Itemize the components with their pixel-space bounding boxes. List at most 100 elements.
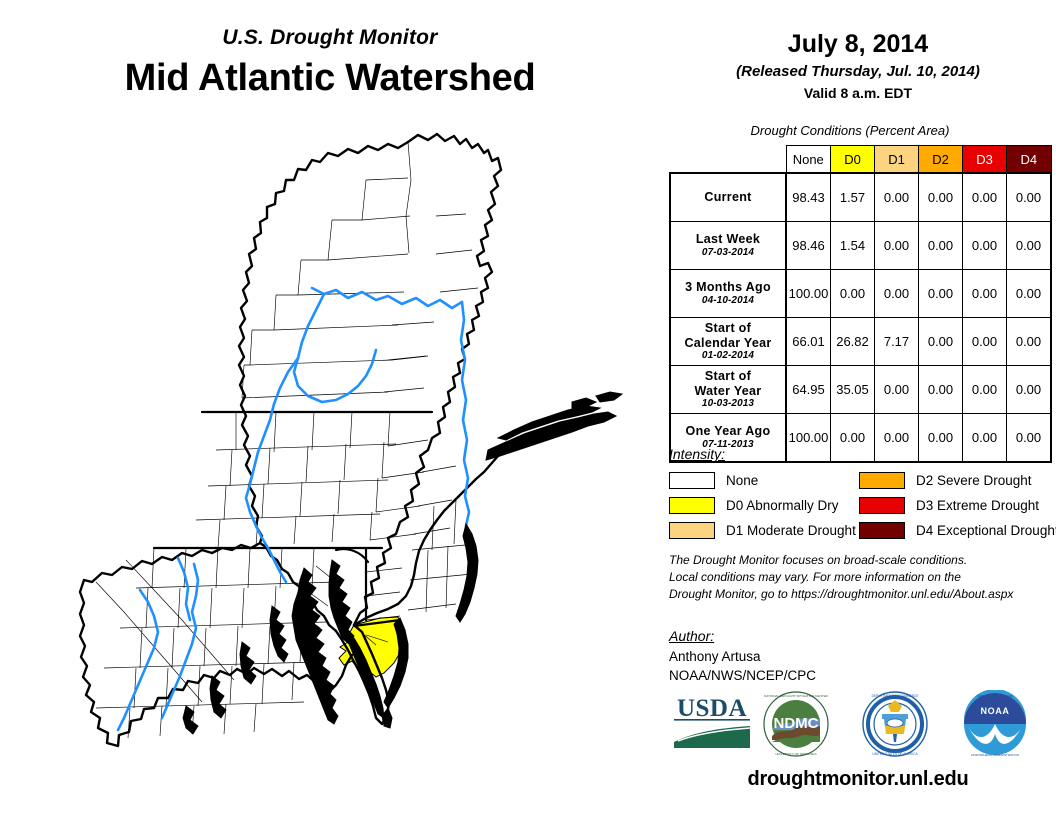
swatch-d4 bbox=[859, 522, 905, 539]
ndmc-ring-bottom-text: UNIVERSITY OF NEBRASKA bbox=[775, 752, 817, 756]
swatch-d3 bbox=[859, 497, 905, 514]
cell-d1: 0.00 bbox=[874, 413, 919, 463]
author-heading: Author: bbox=[669, 628, 715, 644]
cell-d1: 0.00 bbox=[874, 172, 919, 222]
table-row: Start of Calendar Year 01-02-2014 66.01 … bbox=[669, 317, 1052, 366]
row-label-current: Current bbox=[669, 172, 787, 222]
usda-logo: USDA bbox=[668, 690, 756, 752]
page-title: Mid Atlantic Watershed bbox=[124, 57, 536, 100]
intensity-legend: Intensity: None D0 Abnormally Dry D1 Mod… bbox=[669, 446, 1056, 546]
table-row: Current 98.43 1.57 0.00 0.00 0.00 0.00 bbox=[669, 172, 1052, 222]
table-body: Current 98.43 1.57 0.00 0.00 0.00 0.00 L… bbox=[669, 172, 1052, 463]
legend-item-d0: D0 Abnormally Dry bbox=[669, 493, 856, 518]
legend-item-d4: D4 Exceptional Drought bbox=[859, 518, 1056, 543]
released-date: (Released Thursday, Jul. 10, 2014) bbox=[736, 62, 980, 80]
cell-d0: 35.05 bbox=[830, 365, 875, 414]
legend-grid: None D0 Abnormally Dry D1 Moderate Droug… bbox=[669, 468, 1056, 546]
atlantic-coastline bbox=[381, 391, 624, 729]
commerce-ring-bottom-text: UNITED STATES OF AMERICA bbox=[872, 752, 918, 756]
cell-d3: 0.00 bbox=[962, 172, 1007, 222]
cell-d1: 0.00 bbox=[874, 269, 919, 318]
table-row: Start of Water Year 10-03-2013 64.95 35.… bbox=[669, 365, 1052, 414]
table-caption: Drought Conditions (Percent Area) bbox=[750, 123, 950, 138]
cell-d2: 0.00 bbox=[918, 172, 963, 222]
table-header-row: None D0 D1 D2 D3 D4 bbox=[670, 145, 1052, 174]
col-header-d0: D0 bbox=[830, 145, 875, 174]
row-title: Last Week bbox=[695, 232, 761, 247]
cell-d2: 0.00 bbox=[918, 221, 963, 270]
commerce-logo-icon: DEPARTMENT OF COMMERCE UNITED STATES OF … bbox=[862, 691, 928, 757]
valid-date: July 8, 2014 bbox=[787, 30, 929, 58]
drought-conditions-table: None D0 D1 D2 D3 D4 Current 98.43 1.57 0… bbox=[669, 145, 1052, 463]
cell-d2: 0.00 bbox=[918, 317, 963, 366]
rivers bbox=[116, 286, 471, 732]
disclaimer-text: The Drought Monitor focuses on broad-sca… bbox=[669, 552, 1051, 603]
row-label-start-of-calendar-year: Start of Calendar Year 01-02-2014 bbox=[669, 317, 787, 366]
legend-label: None bbox=[726, 473, 759, 488]
row-date: 01-02-2014 bbox=[701, 350, 755, 362]
col-header-none: None bbox=[785, 145, 831, 174]
site-url[interactable]: droughtmonitor.unl.edu bbox=[747, 768, 969, 790]
cell-d4: 0.00 bbox=[1006, 413, 1052, 463]
cell-d0: 0.00 bbox=[830, 413, 875, 463]
cell-none: 100.00 bbox=[785, 413, 831, 463]
cell-d1: 0.00 bbox=[874, 221, 919, 270]
usda-logo-icon: USDA bbox=[673, 695, 751, 748]
disclaimer-line-3: Drought Monitor, go to https://droughtmo… bbox=[669, 587, 1014, 602]
header-spacer bbox=[670, 146, 786, 174]
legend-label: D1 Moderate Drought bbox=[726, 523, 856, 538]
cell-d4: 0.00 bbox=[1006, 317, 1052, 366]
legend-item-none: None bbox=[669, 468, 856, 493]
row-label-one-year-ago: One Year Ago 07-11-2013 bbox=[669, 413, 787, 463]
swatch-d0 bbox=[669, 497, 715, 514]
cell-d3: 0.00 bbox=[962, 365, 1007, 414]
row-title: Start of Calendar Year bbox=[684, 320, 772, 350]
legend-item-d1: D1 Moderate Drought bbox=[669, 518, 856, 543]
legend-label: D3 Extreme Drought bbox=[916, 498, 1040, 513]
cell-d1: 0.00 bbox=[874, 365, 919, 414]
row-title: Start of Water Year bbox=[694, 368, 762, 398]
cell-d3: 0.00 bbox=[962, 269, 1007, 318]
drought-monitor-supertitle: U.S. Drought Monitor bbox=[222, 26, 438, 49]
cell-d4: 0.00 bbox=[1006, 365, 1052, 414]
valid-time: Valid 8 a.m. EDT bbox=[803, 84, 913, 101]
cell-d3: 0.00 bbox=[962, 413, 1007, 463]
table-row: Last Week 07-03-2014 98.46 1.54 0.00 0.0… bbox=[669, 221, 1052, 270]
author-name: Anthony Artusa bbox=[669, 649, 761, 664]
noaa-ring-bottom-text: ATMOSPHERIC ADMINISTRATION bbox=[971, 753, 1019, 757]
row-date: 04-10-2014 bbox=[701, 294, 755, 306]
cell-d4: 0.00 bbox=[1006, 221, 1052, 270]
author-affiliation: NOAA/NWS/NCEP/CPC bbox=[669, 667, 817, 683]
cell-d3: 0.00 bbox=[962, 221, 1007, 270]
col-header-d2: D2 bbox=[918, 145, 963, 174]
legend-label: D0 Abnormally Dry bbox=[726, 498, 839, 513]
cell-d0: 1.54 bbox=[830, 221, 875, 270]
table-row: 3 Months Ago 04-10-2014 100.00 0.00 0.00… bbox=[669, 269, 1052, 318]
drought-map[interactable] bbox=[36, 120, 656, 760]
noaa-logo-icon: NOAA NATIONAL OCEANIC AND ATMOSPHERIC AD… bbox=[964, 689, 1026, 757]
cell-none: 100.00 bbox=[785, 269, 831, 318]
swatch-d1 bbox=[669, 522, 715, 539]
row-label-3-months-ago: 3 Months Ago 04-10-2014 bbox=[669, 269, 787, 318]
row-label-last-week: Last Week 07-03-2014 bbox=[669, 221, 787, 270]
watershed-map-svg[interactable] bbox=[36, 120, 656, 760]
cell-none: 66.01 bbox=[785, 317, 831, 366]
cell-d4: 0.00 bbox=[1006, 172, 1052, 222]
commerce-ring-top-text: DEPARTMENT OF COMMERCE bbox=[872, 694, 919, 698]
svg-text:NOAA: NOAA bbox=[981, 706, 1010, 716]
cell-d2: 0.00 bbox=[918, 269, 963, 318]
swatch-none bbox=[669, 472, 715, 489]
ndmc-logo-icon: NDMC NATIONAL DROUGHT MITIGATION CENTER … bbox=[763, 691, 829, 757]
row-title: 3 Months Ago bbox=[685, 280, 771, 295]
svg-text:USDA: USDA bbox=[677, 695, 747, 722]
cell-none: 98.43 bbox=[785, 172, 831, 222]
col-header-d3: D3 bbox=[962, 145, 1007, 174]
legend-column-left: None D0 Abnormally Dry D1 Moderate Droug… bbox=[669, 468, 856, 543]
row-title: One Year Ago bbox=[685, 424, 771, 439]
county-boundaries bbox=[95, 141, 479, 739]
author-block: Author: Anthony Artusa NOAA/NWS/NCEP/CPC bbox=[669, 628, 1049, 685]
legend-item-d3: D3 Extreme Drought bbox=[859, 493, 1056, 518]
disclaimer-line-1: The Drought Monitor focuses on broad-sca… bbox=[669, 553, 968, 567]
chesapeake-bay-shoreline bbox=[182, 559, 385, 735]
svg-text:NDMC: NDMC bbox=[774, 715, 819, 732]
